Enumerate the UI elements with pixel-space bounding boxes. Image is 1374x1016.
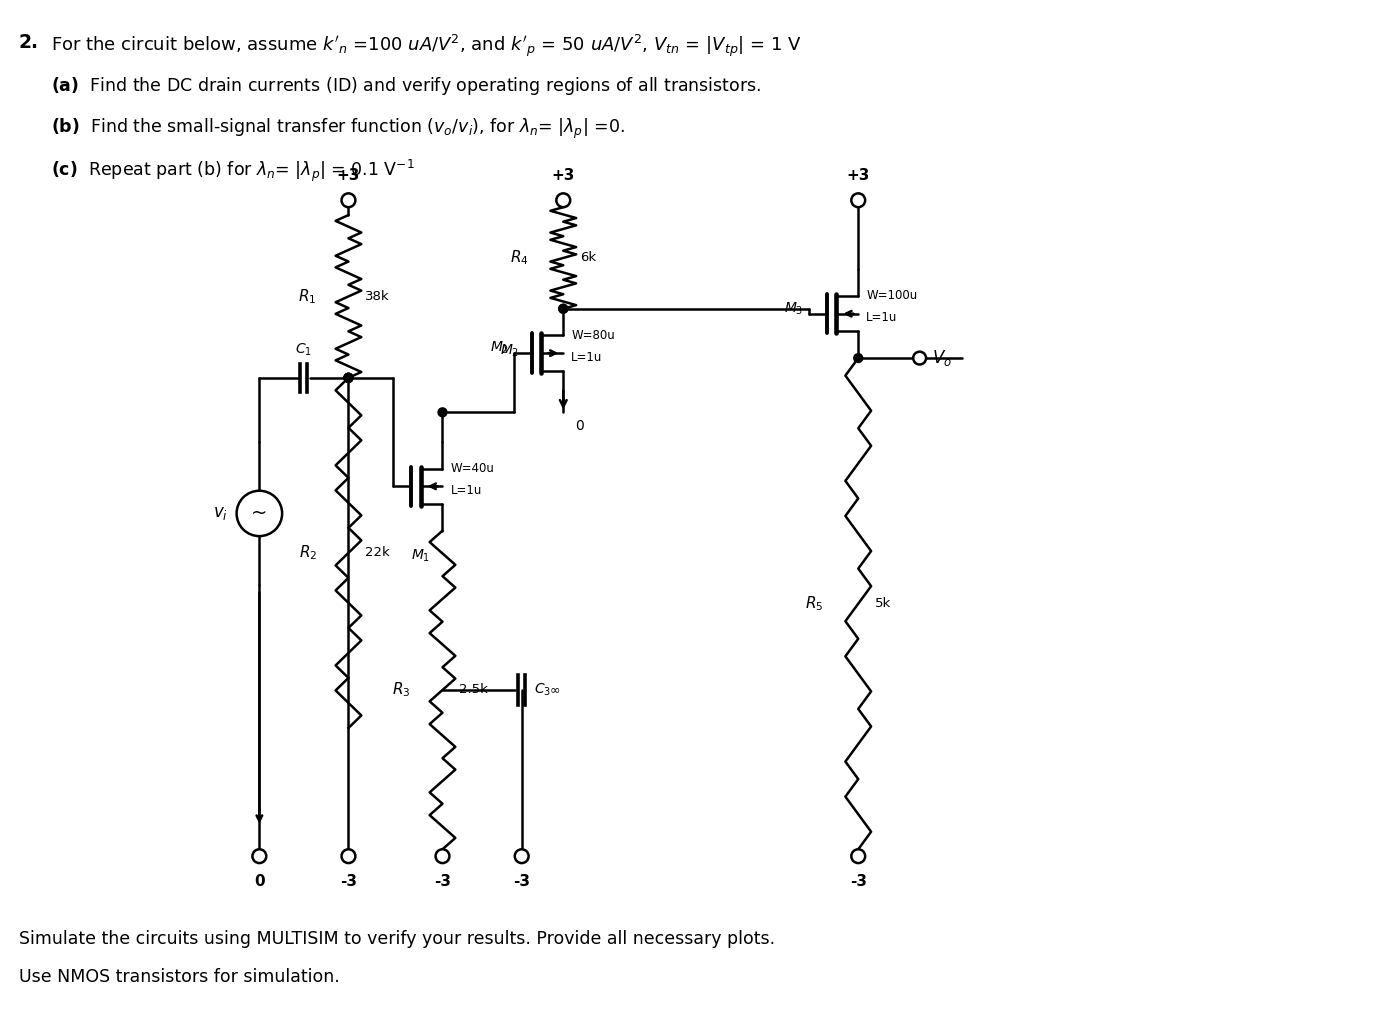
Text: W=40u: W=40u [451, 462, 495, 475]
Text: L=1u: L=1u [572, 351, 603, 364]
Text: $M_1$: $M_1$ [411, 548, 430, 564]
Text: -3: -3 [434, 874, 451, 889]
Circle shape [344, 373, 353, 382]
Text: $R_4$: $R_4$ [510, 249, 529, 267]
Circle shape [559, 305, 567, 313]
Text: $R_5$: $R_5$ [805, 594, 823, 613]
Circle shape [344, 373, 353, 382]
Text: $C_3$: $C_3$ [533, 682, 551, 698]
Circle shape [342, 849, 356, 863]
Text: $v_i$: $v_i$ [213, 504, 228, 522]
Circle shape [556, 193, 570, 207]
Circle shape [852, 849, 866, 863]
Text: W=80u: W=80u [572, 329, 616, 342]
Text: 0: 0 [254, 874, 265, 889]
Text: $\bf{(b)}$  Find the small-signal transfer function ($v_o/v_i$), for $\lambda_n$: $\bf{(b)}$ Find the small-signal transfe… [51, 117, 625, 140]
Circle shape [236, 491, 282, 536]
Circle shape [438, 407, 447, 417]
Text: $\infty$: $\infty$ [550, 684, 561, 697]
Text: 2.: 2. [19, 33, 38, 52]
Text: $M_3$: $M_3$ [785, 301, 804, 317]
Circle shape [515, 849, 529, 863]
Circle shape [344, 373, 353, 382]
Text: $M_2$: $M_2$ [489, 340, 508, 357]
Text: 38k: 38k [365, 290, 390, 303]
Text: L=1u: L=1u [866, 311, 897, 324]
Text: 2.5k: 2.5k [459, 684, 488, 697]
Text: 22k: 22k [365, 547, 390, 560]
Circle shape [852, 193, 866, 207]
Text: $M_2$: $M_2$ [500, 343, 519, 360]
Text: $R_3$: $R_3$ [393, 681, 411, 699]
Text: +3: +3 [846, 168, 870, 183]
Text: 6k: 6k [580, 252, 596, 264]
Text: 0: 0 [576, 420, 584, 433]
Circle shape [436, 849, 449, 863]
Text: $\bf{(c)}$  Repeat part (b) for $\lambda_n$= $|\lambda_p|$ = 0.1 V$^{-1}$: $\bf{(c)}$ Repeat part (b) for $\lambda_… [51, 157, 415, 184]
Circle shape [853, 354, 863, 363]
Text: $R_2$: $R_2$ [298, 544, 317, 562]
Text: For the circuit below, assume $k'_n$ =100 $uA/V^2$, and $k'_p$ = 50 $uA/V^2$, $V: For the circuit below, assume $k'_n$ =10… [51, 33, 802, 59]
Text: Use NMOS transistors for simulation.: Use NMOS transistors for simulation. [19, 967, 339, 986]
Text: $\bf{(a)}$  Find the DC drain currents (ID) and verify operating regions of all : $\bf{(a)}$ Find the DC drain currents (I… [51, 75, 761, 97]
Text: $V_o$: $V_o$ [933, 348, 952, 368]
Text: +3: +3 [337, 168, 360, 183]
Circle shape [559, 305, 567, 313]
Text: -3: -3 [339, 874, 357, 889]
Text: -3: -3 [849, 874, 867, 889]
Circle shape [342, 193, 356, 207]
Text: L=1u: L=1u [451, 484, 482, 497]
Text: 5k: 5k [875, 597, 892, 611]
Text: +3: +3 [551, 168, 574, 183]
Text: Simulate the circuits using MULTISIM to verify your results. Provide all necessa: Simulate the circuits using MULTISIM to … [19, 931, 775, 948]
Text: $R_1$: $R_1$ [298, 288, 317, 306]
Circle shape [344, 373, 353, 382]
Circle shape [914, 352, 926, 365]
Circle shape [253, 849, 267, 863]
Text: -3: -3 [513, 874, 530, 889]
Text: W=100u: W=100u [866, 290, 918, 303]
Text: ~: ~ [251, 504, 268, 523]
Text: $C_1$: $C_1$ [295, 341, 312, 358]
